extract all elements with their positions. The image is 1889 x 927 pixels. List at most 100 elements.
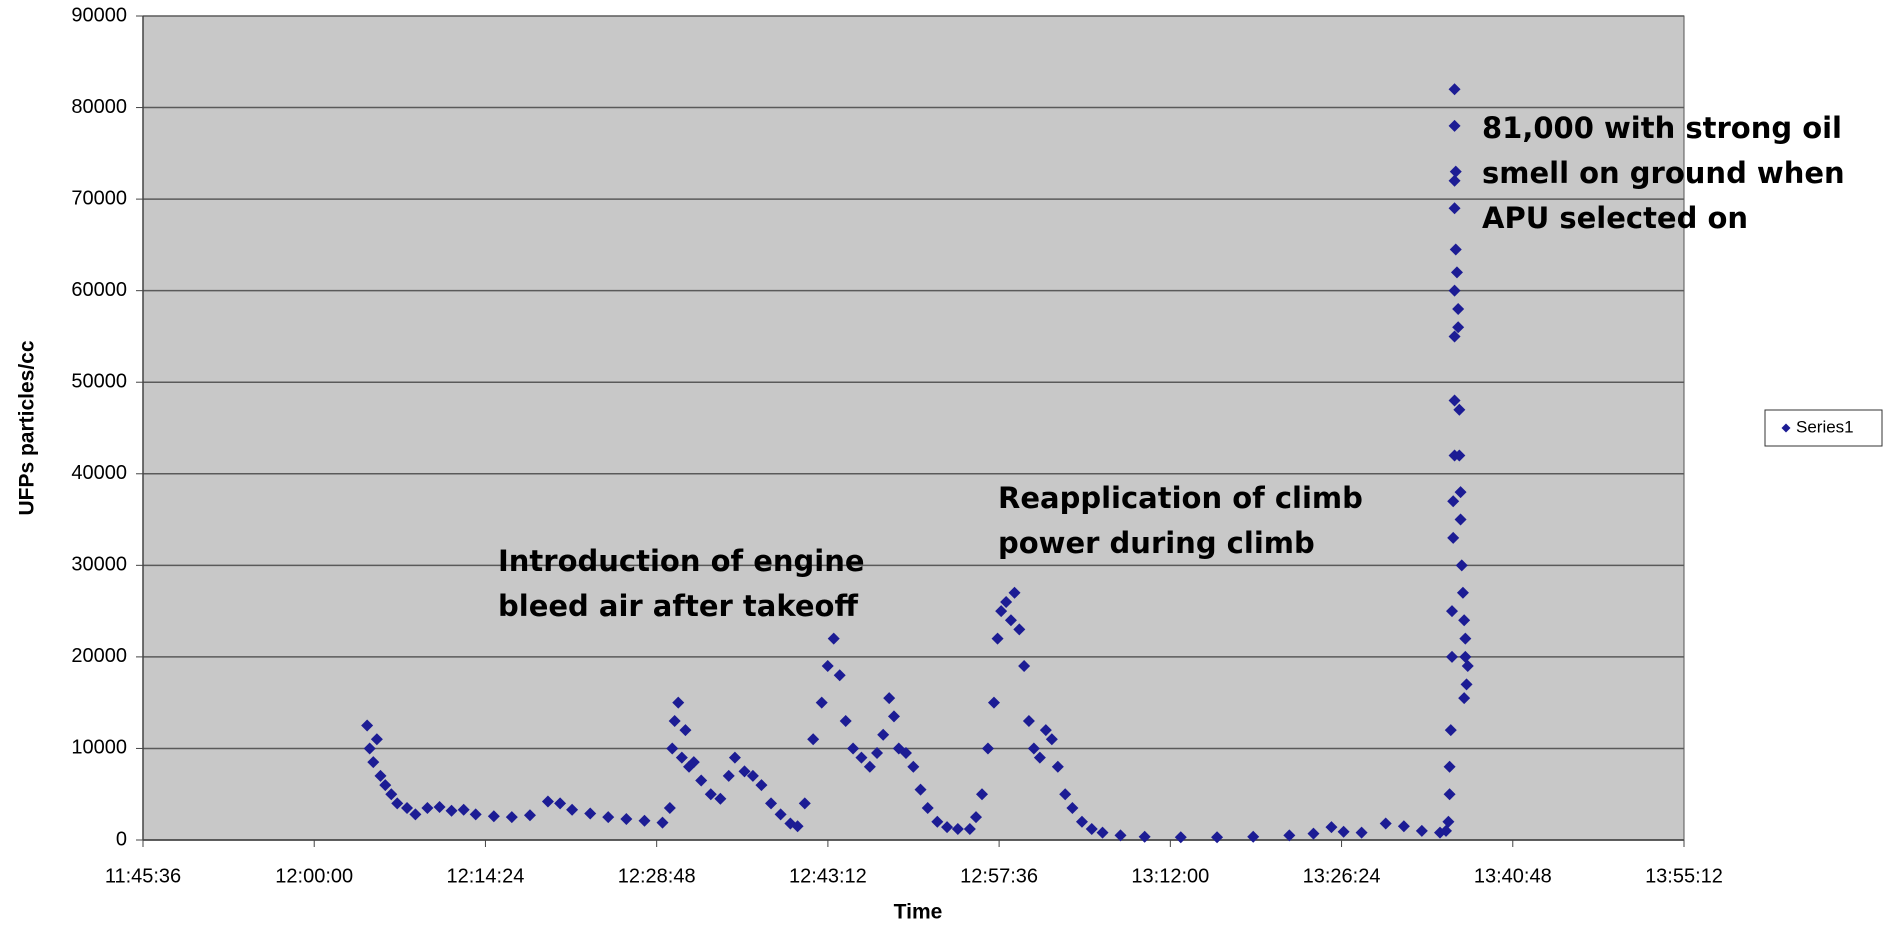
point (1397, 820, 1410, 833)
point (863, 760, 876, 773)
point (1022, 714, 1035, 727)
point (1018, 660, 1031, 673)
point (847, 742, 860, 755)
point (1000, 595, 1013, 608)
y-tick-label: 70000 (71, 187, 127, 209)
x-tick-label: 12:57:36 (960, 865, 1038, 887)
point (1059, 788, 1072, 801)
point (1415, 824, 1428, 837)
point (1045, 733, 1058, 746)
point (1337, 825, 1350, 838)
point (963, 823, 976, 836)
point (1443, 788, 1456, 801)
point (457, 803, 470, 816)
point (1096, 826, 1109, 839)
point (1448, 284, 1461, 297)
point (409, 808, 422, 821)
y-tick-label: 30000 (71, 554, 127, 576)
y-tick-label: 10000 (71, 737, 127, 759)
point (638, 814, 651, 827)
point (1307, 827, 1320, 840)
point (738, 765, 751, 778)
point (523, 809, 536, 822)
point (1440, 824, 1453, 837)
point (1459, 650, 1472, 663)
point (714, 792, 727, 805)
x-tick-label: 13:26:24 (1303, 865, 1381, 887)
point (941, 821, 954, 834)
y-tick-label: 0 (116, 828, 127, 850)
point (675, 751, 688, 764)
annotation: power during climb (998, 526, 1315, 560)
legend-marker (1781, 423, 1791, 433)
point (487, 810, 500, 823)
point (1085, 823, 1098, 836)
point (361, 719, 374, 732)
point (1458, 614, 1471, 627)
point (1027, 742, 1040, 755)
x-tick-label: 13:40:48 (1474, 865, 1552, 887)
point (746, 769, 759, 782)
point (1454, 513, 1467, 526)
point (1211, 831, 1224, 844)
point (1454, 486, 1467, 499)
point (815, 696, 828, 709)
y-axis-title: UFPs particles/cc (16, 340, 39, 515)
y-tick-label: 40000 (71, 462, 127, 484)
annotation: Introduction of engine (498, 544, 865, 578)
point (921, 801, 934, 814)
point (554, 797, 567, 810)
point (1033, 751, 1046, 764)
point (774, 808, 787, 821)
point (1066, 801, 1079, 814)
point (1379, 817, 1392, 830)
point (1448, 330, 1461, 343)
point (379, 779, 392, 792)
point (469, 808, 482, 821)
point (421, 801, 434, 814)
point (883, 692, 896, 705)
point (871, 747, 884, 760)
point (367, 756, 380, 769)
x-tick-label: 12:28:48 (618, 865, 696, 887)
point (602, 811, 615, 824)
point (679, 724, 692, 737)
point (1325, 821, 1338, 834)
point (722, 769, 735, 782)
point (1448, 119, 1461, 132)
point (931, 815, 944, 828)
point (1455, 559, 1468, 572)
point (728, 751, 741, 764)
point (807, 733, 820, 746)
point (370, 733, 383, 746)
x-tick-label: 13:12:00 (1131, 865, 1209, 887)
y-tick-label: 90000 (71, 4, 127, 26)
annotation: 81,000 with strong oil (1482, 111, 1842, 145)
point (620, 812, 633, 825)
point (1450, 266, 1463, 279)
y-tick-label: 50000 (71, 371, 127, 393)
point (827, 632, 840, 645)
point (1453, 403, 1466, 416)
x-tick-label: 13:55:12 (1645, 865, 1723, 887)
point (391, 797, 404, 810)
point (877, 728, 890, 741)
point (666, 742, 679, 755)
x-tick-label: 12:14:24 (447, 865, 525, 887)
x-tick-label: 12:43:12 (789, 865, 867, 887)
point (584, 807, 597, 820)
point (566, 803, 579, 816)
point (839, 714, 852, 727)
y-tick-label: 80000 (71, 96, 127, 118)
x-tick-label: 11:45:36 (105, 865, 181, 887)
point (363, 742, 376, 755)
point (899, 747, 912, 760)
point (1448, 394, 1461, 407)
point (1448, 202, 1461, 215)
legend-label: Series1 (1796, 417, 1854, 436)
point (969, 811, 982, 824)
point (672, 696, 685, 709)
point (1447, 531, 1460, 544)
point (1247, 830, 1260, 843)
